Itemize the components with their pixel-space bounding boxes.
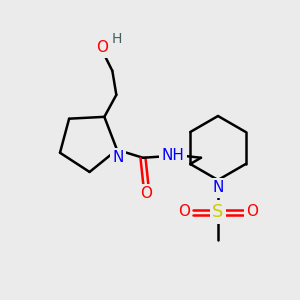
Text: H: H: [111, 32, 122, 46]
Text: O: O: [140, 186, 152, 201]
Text: NH: NH: [161, 148, 184, 163]
Text: N: N: [112, 150, 124, 165]
Text: S: S: [212, 203, 224, 221]
Text: O: O: [246, 205, 258, 220]
Text: N: N: [212, 181, 224, 196]
Text: O: O: [178, 205, 190, 220]
Text: O: O: [96, 40, 108, 55]
